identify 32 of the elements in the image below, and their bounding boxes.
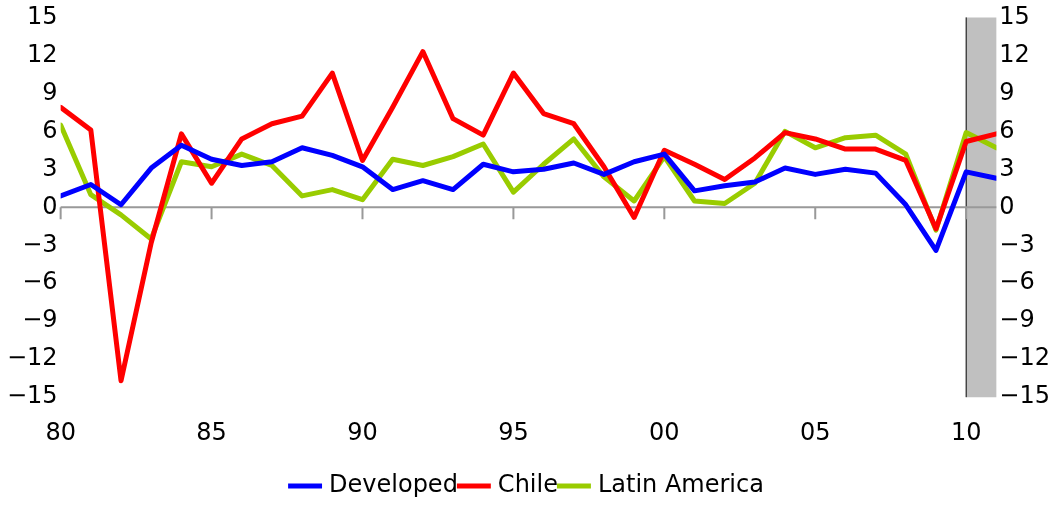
y2-tick-label: −15 [999, 381, 1051, 410]
x-tick-label: 05 [799, 417, 831, 446]
y-tick-label: 12 [27, 39, 58, 68]
y-tick-label: −3 [22, 229, 58, 258]
legend-label: Developed [329, 470, 458, 499]
y-tick-label: −9 [22, 305, 58, 334]
y2-tick-label: 15 [999, 1, 1030, 30]
y2-tick-label: 3 [999, 153, 1015, 182]
y-tick-label: 15 [27, 1, 58, 30]
y2-tick-label: −9 [999, 305, 1035, 334]
y2-tick-label: 0 [999, 191, 1015, 220]
y-tick-label: −6 [22, 267, 58, 296]
y2-tick-label: 12 [999, 39, 1030, 68]
legend-label: Latin America [597, 470, 764, 499]
y-tick-label: −12 [6, 343, 58, 372]
y-tick-label: 9 [42, 77, 58, 106]
y-tick-label: −15 [6, 381, 58, 410]
y2-tick-label: −3 [999, 229, 1035, 258]
x-tick-label: 10 [950, 417, 982, 446]
x-tick-label: 90 [347, 417, 378, 446]
x-tick-label: 80 [45, 417, 76, 446]
y-tick-label: 3 [42, 153, 58, 182]
y-tick-label: 0 [42, 191, 58, 220]
y2-tick-label: −6 [999, 267, 1035, 296]
x-tick-label: 85 [196, 417, 227, 446]
x-tick-label: 95 [498, 417, 529, 446]
y2-tick-label: −12 [999, 343, 1051, 372]
y-tick-label: 6 [42, 115, 58, 144]
x-tick-label: 00 [649, 417, 680, 446]
legend-label: Chile [497, 470, 558, 499]
y2-tick-label: 6 [999, 115, 1015, 144]
y2-tick-label: 9 [999, 77, 1015, 106]
